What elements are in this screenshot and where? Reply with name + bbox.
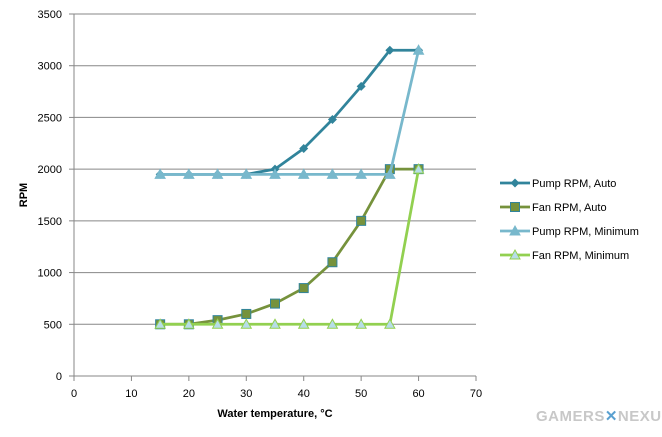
triangle-marker: [183, 318, 195, 329]
triangle-marker: [240, 168, 253, 179]
x-tick-label: 20: [183, 388, 195, 400]
triangle-marker: [355, 168, 367, 179]
diamond-marker: [299, 143, 309, 153]
triangle-marker: [509, 224, 521, 236]
x-tick-label: 30: [240, 388, 252, 400]
diamond-marker: [356, 81, 366, 91]
triangle-marker: [183, 168, 195, 179]
x-tick-label: 10: [125, 388, 137, 400]
legend-item: Pump RPM, Minimum: [500, 224, 639, 238]
legend-label: Pump RPM, Auto: [532, 178, 616, 190]
x-axis-title: Water temperature, °C: [217, 408, 332, 420]
triangle-marker: [412, 163, 425, 174]
square-marker: [241, 308, 252, 319]
legend-label: Fan RPM, Auto: [532, 202, 607, 214]
triangle-marker: [384, 168, 396, 179]
series-pump-rpm-minimum: [154, 44, 425, 179]
triangle-marker: [240, 318, 253, 329]
y-tick-label: 3500: [38, 9, 62, 21]
triangle-marker: [297, 318, 310, 329]
series-fan-rpm-auto: [155, 164, 424, 330]
series-fan-rpm-minimum: [154, 163, 425, 329]
y-tick-label: 2000: [38, 164, 62, 176]
watermark-logo: GAMERS✕NEXUS: [536, 408, 662, 425]
y-tick-label: 500: [44, 319, 62, 331]
legend-item: Fan RPM, Auto: [500, 202, 607, 214]
square-marker: [270, 298, 280, 309]
triangle-marker: [269, 168, 281, 179]
triangle-marker: [211, 318, 224, 329]
legend-item: Fan RPM, Minimum: [500, 248, 629, 262]
triangle-marker: [384, 318, 396, 329]
diamond-marker: [510, 178, 520, 188]
y-tick-label: 1000: [38, 268, 62, 280]
x-tick-label: 0: [71, 388, 77, 400]
triangle-marker: [355, 318, 367, 329]
square-marker: [356, 215, 367, 226]
triangle-marker: [412, 44, 425, 55]
triangle-marker: [211, 168, 224, 179]
square-marker: [298, 283, 309, 294]
legend-label: Pump RPM, Minimum: [532, 226, 639, 238]
y-tick-label: 3000: [38, 61, 62, 73]
y-tick-label: 1500: [38, 216, 62, 228]
legend-item: Pump RPM, Auto: [500, 178, 616, 190]
x-tick-label: 50: [355, 388, 367, 400]
triangle-marker: [154, 168, 166, 179]
triangle-marker: [154, 318, 166, 329]
triangle-marker: [297, 168, 310, 179]
series-line: [160, 49, 420, 176]
diamond-marker: [327, 114, 337, 124]
diamond-marker: [385, 45, 395, 55]
series-line: [160, 167, 419, 326]
y-tick-label: 2500: [38, 112, 62, 124]
y-axis-title: RPM: [18, 183, 30, 207]
series-line: [160, 168, 420, 326]
legend-label: Fan RPM, Minimum: [532, 250, 629, 262]
x-tick-label: 70: [470, 388, 482, 400]
square-marker: [510, 202, 520, 212]
series-line: [160, 48, 419, 176]
x-tick-label: 40: [298, 388, 310, 400]
triangle-marker: [269, 318, 281, 329]
square-marker: [327, 257, 338, 268]
triangle-marker: [326, 168, 339, 179]
triangle-marker: [326, 318, 339, 329]
triangle-marker: [509, 248, 521, 260]
x-tick-label: 60: [412, 388, 424, 400]
y-tick-label: 0: [56, 371, 62, 383]
